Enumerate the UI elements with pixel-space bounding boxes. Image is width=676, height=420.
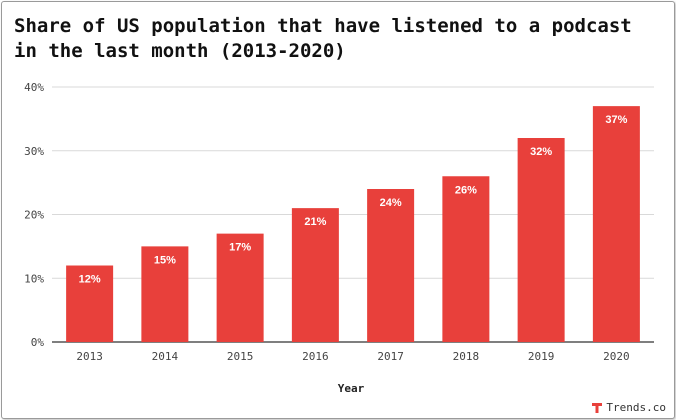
data-labels: 12% 15% 17% 21% 24% 26% 32% 37% xyxy=(79,114,628,285)
x-tick-label: 2019 xyxy=(528,350,555,363)
data-label: 24% xyxy=(380,197,402,209)
x-tick-label: 2020 xyxy=(603,350,630,363)
x-tick-label: 2016 xyxy=(302,350,329,363)
bar xyxy=(66,265,114,342)
data-label: 37% xyxy=(605,114,627,126)
brand-watermark: Trends.co xyxy=(591,401,666,414)
bar xyxy=(517,138,565,342)
x-tick-label: 2017 xyxy=(377,350,404,363)
x-axis-label: Year xyxy=(338,382,365,395)
y-tick-labels: 0% 10% 20% 30% 40% xyxy=(24,81,44,349)
bar xyxy=(592,106,640,342)
data-label: 32% xyxy=(530,146,552,158)
data-label: 21% xyxy=(304,216,326,228)
x-tick-labels: 2013 2014 2015 2016 2017 2018 2019 2020 xyxy=(76,350,629,363)
bar xyxy=(141,246,189,342)
y-tick-label: 0% xyxy=(31,336,45,349)
y-tick-label: 40% xyxy=(24,81,44,94)
bars xyxy=(66,106,640,342)
bar xyxy=(216,233,264,342)
x-tick-label: 2013 xyxy=(76,350,103,363)
y-tick-label: 30% xyxy=(24,145,44,158)
bar xyxy=(291,208,339,342)
brand-name: Trends.co xyxy=(606,401,666,414)
data-label: 17% xyxy=(229,242,251,254)
y-tick-label: 10% xyxy=(24,272,44,285)
x-tick-label: 2015 xyxy=(227,350,254,363)
trends-logo-icon xyxy=(592,402,603,413)
data-label: 15% xyxy=(154,254,176,266)
chart-title: Share of US population that have listene… xyxy=(14,15,632,62)
x-tick-label: 2018 xyxy=(453,350,480,363)
data-label: 26% xyxy=(455,184,477,196)
x-tick-label: 2014 xyxy=(152,350,179,363)
data-label: 12% xyxy=(79,274,101,286)
bar xyxy=(367,189,415,342)
bar xyxy=(442,176,490,342)
y-tick-label: 20% xyxy=(24,209,44,222)
